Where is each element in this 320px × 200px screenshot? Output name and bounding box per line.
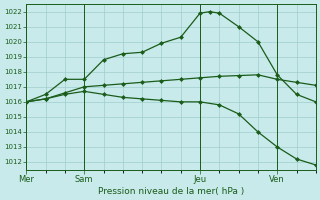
X-axis label: Pression niveau de la mer( hPa ): Pression niveau de la mer( hPa ) bbox=[98, 187, 244, 196]
